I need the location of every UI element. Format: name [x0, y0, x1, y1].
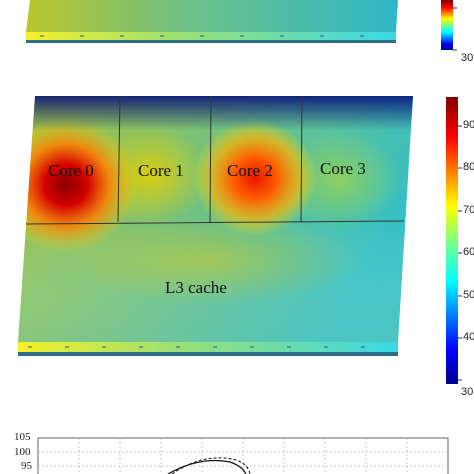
colorbar-tick: 70: [463, 204, 474, 216]
top-colorbar-tick: 30: [461, 52, 474, 64]
plot-y-tick: 100: [14, 446, 31, 458]
top-colorbar: [441, 0, 457, 51]
line-plot: [37, 437, 449, 474]
block-label-core-0: Core 0: [48, 161, 94, 180]
main-colorbar: [446, 97, 462, 384]
top-heatmap: [26, 0, 398, 43]
floorplan-outlines: [25, 95, 405, 225]
colorbar-tick: 40: [463, 331, 474, 343]
block-label-core-2: Core 2: [227, 161, 273, 180]
plot-curve-dashed: [171, 457, 251, 474]
colorbar-tick: 50: [463, 289, 474, 301]
block-label-core-1: Core 1: [138, 161, 184, 180]
block-label-core-3: Core 3: [320, 159, 366, 178]
plot-y-tick: 95: [21, 460, 32, 472]
plot-y-tick: 105: [14, 431, 31, 443]
colorbar-tick: 80: [463, 161, 474, 173]
block-label-l3-cache: L3 cache: [165, 278, 227, 297]
colorbar-tick: 90: [463, 119, 474, 131]
main-heatmap: [18, 96, 413, 342]
colorbar-tick: 60: [463, 246, 474, 258]
colorbar-tick: 30: [461, 386, 474, 398]
main-edge-strip: [18, 342, 398, 356]
